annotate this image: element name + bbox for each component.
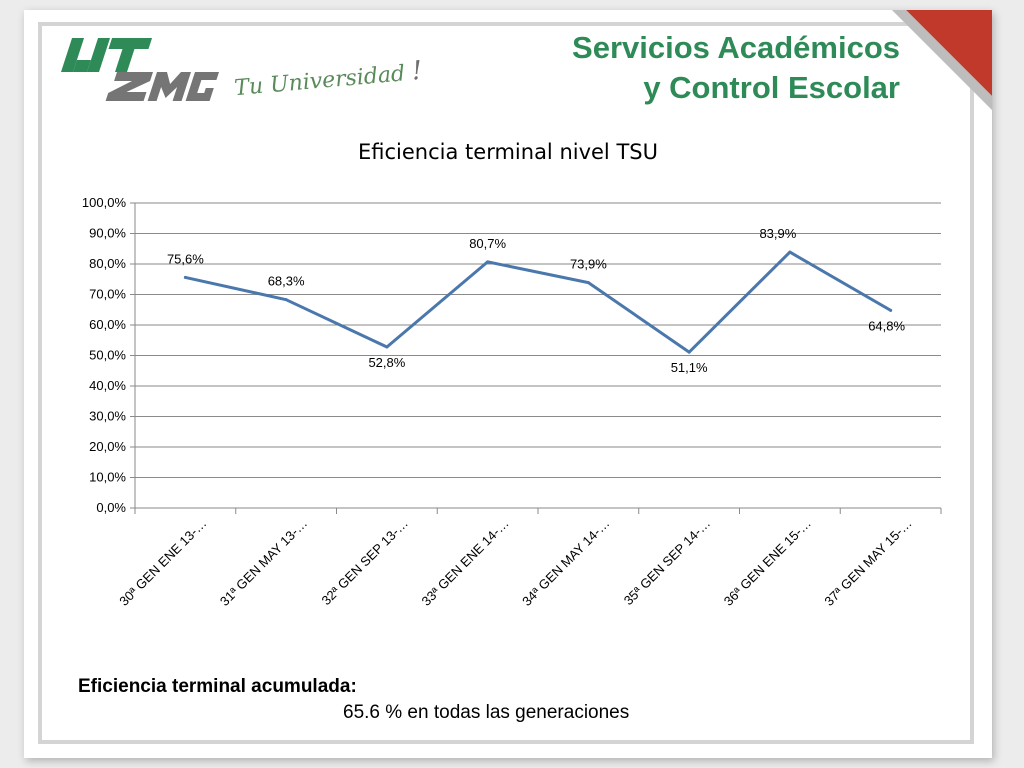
header-title-line1: Servicios Académicos <box>572 30 900 65</box>
header-title-line2: y Control Escolar <box>643 70 900 105</box>
y-tick-label: 100,0% <box>82 195 127 210</box>
header-title: Servicios Académicos y Control Escolar <box>440 28 900 108</box>
data-label: 80,7% <box>469 236 506 251</box>
data-point <box>486 260 490 264</box>
x-tick-label: 31ª GEN MAY 13-… <box>217 516 310 609</box>
data-label: 75,6% <box>167 251 204 266</box>
summary-value: 65.6 % en todas las generaciones <box>343 702 630 723</box>
y-tick-label: 10,0% <box>89 470 126 485</box>
slide: Tu Universidad ! Servicios Académicos y … <box>24 10 992 758</box>
y-tick-label: 90,0% <box>89 226 126 241</box>
data-label: 51,1% <box>671 360 708 375</box>
x-tick-label: 33ª GEN ENE 14-… <box>419 516 512 609</box>
y-tick-label: 30,0% <box>89 409 126 424</box>
y-tick-label: 70,0% <box>89 287 126 302</box>
series-line <box>183 250 893 354</box>
data-label: 73,9% <box>570 257 607 272</box>
utzmg-logo <box>61 38 220 101</box>
data-label: 64,8% <box>868 318 905 333</box>
data-label: 83,9% <box>759 226 796 241</box>
data-point <box>183 275 187 279</box>
y-tick-label: 20,0% <box>89 439 126 454</box>
x-tick-label: 37ª GEN MAY 15-… <box>821 516 914 609</box>
summary-label: Eficiencia terminal acumulada: <box>78 676 357 697</box>
data-label: 52,8% <box>368 355 405 370</box>
y-tick-label: 0,0% <box>96 500 126 515</box>
data-point <box>889 308 893 312</box>
x-tick-label: 30ª GEN ENE 13-… <box>116 516 209 609</box>
data-point <box>687 350 691 354</box>
data-point <box>284 298 288 302</box>
page-curl-corner <box>892 10 992 110</box>
y-tick-label: 50,0% <box>89 348 126 363</box>
data-point <box>586 281 590 285</box>
chart-title: Eficiencia terminal nivel TSU <box>358 140 658 164</box>
x-tick-label: 35ª GEN SEP 14-… <box>621 516 714 609</box>
y-tick-label: 80,0% <box>89 256 126 271</box>
x-tick-label: 34ª GEN MAY 14-… <box>519 516 612 609</box>
y-tick-label: 60,0% <box>89 317 126 332</box>
data-point <box>385 345 389 349</box>
data-point <box>788 250 792 254</box>
slide-frame <box>38 22 974 744</box>
data-label: 68,3% <box>268 274 305 289</box>
y-tick-label: 40,0% <box>89 378 126 393</box>
x-tick-label: 32ª GEN SEP 13-… <box>318 516 411 609</box>
x-tick-label: 36ª GEN ENE 15-… <box>721 516 814 609</box>
line-chart: 0,0% 10,0% 20,0% 30,0% 40,0% 50,0% 60,0% 70,0% 8… <box>82 195 942 609</box>
